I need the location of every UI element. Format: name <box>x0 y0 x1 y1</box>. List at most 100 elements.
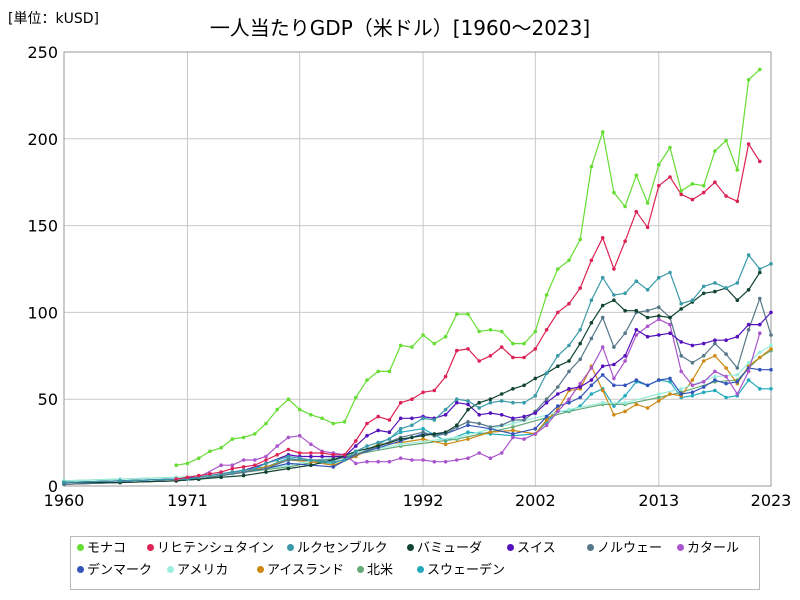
data-point <box>657 333 661 337</box>
data-point <box>230 463 235 468</box>
series-アイスランド <box>62 347 773 487</box>
data-point <box>477 413 482 417</box>
data-point <box>634 328 639 332</box>
data-point <box>196 473 201 478</box>
data-point <box>398 426 403 431</box>
data-point <box>477 421 482 426</box>
data-point <box>612 404 616 408</box>
data-point <box>432 341 437 346</box>
data-point <box>499 399 504 403</box>
data-point <box>410 423 414 428</box>
data-point <box>690 197 695 202</box>
data-point <box>230 466 235 471</box>
data-point <box>522 341 526 346</box>
data-point <box>511 435 515 440</box>
data-point <box>443 413 448 417</box>
y-tick-label: 250 <box>27 43 58 62</box>
data-point <box>253 466 257 471</box>
data-point <box>623 359 627 363</box>
data-point <box>264 461 268 466</box>
data-point <box>331 453 336 457</box>
data-point <box>735 392 740 396</box>
data-point <box>275 453 280 457</box>
data-point <box>432 459 437 464</box>
data-point <box>499 329 504 334</box>
legend-item: アイスランド <box>257 562 344 580</box>
data-point <box>657 275 661 280</box>
data-point <box>443 430 448 435</box>
legend-swatch <box>77 544 84 551</box>
data-point <box>466 347 470 351</box>
data-point <box>634 279 639 284</box>
data-point <box>264 454 268 459</box>
data-point <box>511 421 515 426</box>
data-point <box>421 333 425 337</box>
data-point <box>208 449 212 454</box>
data-point <box>657 305 661 310</box>
data-point <box>387 437 392 441</box>
data-point <box>387 418 392 422</box>
legend-label: アメリカ <box>177 563 229 578</box>
data-point <box>230 470 235 474</box>
chart-title: 一人当たりGDP（米ドル）[1960～2023] <box>209 16 591 40</box>
legend-label: デンマーク <box>87 563 153 578</box>
data-point <box>735 199 740 204</box>
data-point <box>354 439 358 443</box>
data-point <box>600 388 605 393</box>
data-point <box>365 433 369 438</box>
data-point <box>410 416 414 421</box>
data-point <box>713 281 717 285</box>
data-point <box>499 392 504 396</box>
series-リヒテンシュタイン <box>174 142 762 481</box>
series-スウェーデン <box>62 378 773 485</box>
data-point <box>376 444 381 448</box>
data-point <box>466 437 470 441</box>
data-point <box>657 163 661 167</box>
data-point <box>567 343 571 348</box>
data-point <box>466 399 470 403</box>
data-point <box>769 367 773 372</box>
data-point <box>354 453 358 457</box>
data-point <box>634 209 639 214</box>
data-point <box>286 435 291 440</box>
data-point <box>589 321 594 325</box>
data-point <box>511 425 515 429</box>
data-point <box>578 395 582 400</box>
data-point <box>286 454 291 459</box>
data-point <box>533 376 538 381</box>
data-point <box>443 407 448 412</box>
data-point <box>297 451 302 455</box>
data-point <box>174 477 178 481</box>
data-point <box>746 78 751 82</box>
data-point <box>668 331 672 336</box>
data-point <box>735 373 740 377</box>
series-line <box>176 142 761 480</box>
data-point <box>713 374 717 379</box>
data-point <box>488 430 493 435</box>
data-point <box>735 366 740 370</box>
series-line <box>63 367 771 485</box>
legend-label: スイス <box>517 541 556 556</box>
data-point <box>589 366 594 370</box>
data-point <box>331 421 336 426</box>
data-point <box>455 348 459 353</box>
data-point <box>679 301 683 306</box>
legend-item: バミューダ <box>407 540 482 558</box>
data-point <box>533 347 538 351</box>
data-point <box>668 380 672 384</box>
legend-swatch <box>587 544 594 551</box>
data-point <box>769 333 773 337</box>
data-point <box>219 475 223 480</box>
data-point <box>578 357 582 362</box>
x-tick-label: 2023 <box>751 491 792 510</box>
data-point <box>701 284 706 289</box>
data-point <box>511 341 515 346</box>
data-point <box>342 420 347 424</box>
data-point <box>578 286 582 290</box>
data-point <box>544 397 549 402</box>
legend-label: ルクセンブルク <box>297 541 388 556</box>
data-point <box>297 407 302 412</box>
data-point <box>398 343 403 348</box>
data-point <box>376 459 381 464</box>
series-ルクセンブルク <box>62 253 773 485</box>
